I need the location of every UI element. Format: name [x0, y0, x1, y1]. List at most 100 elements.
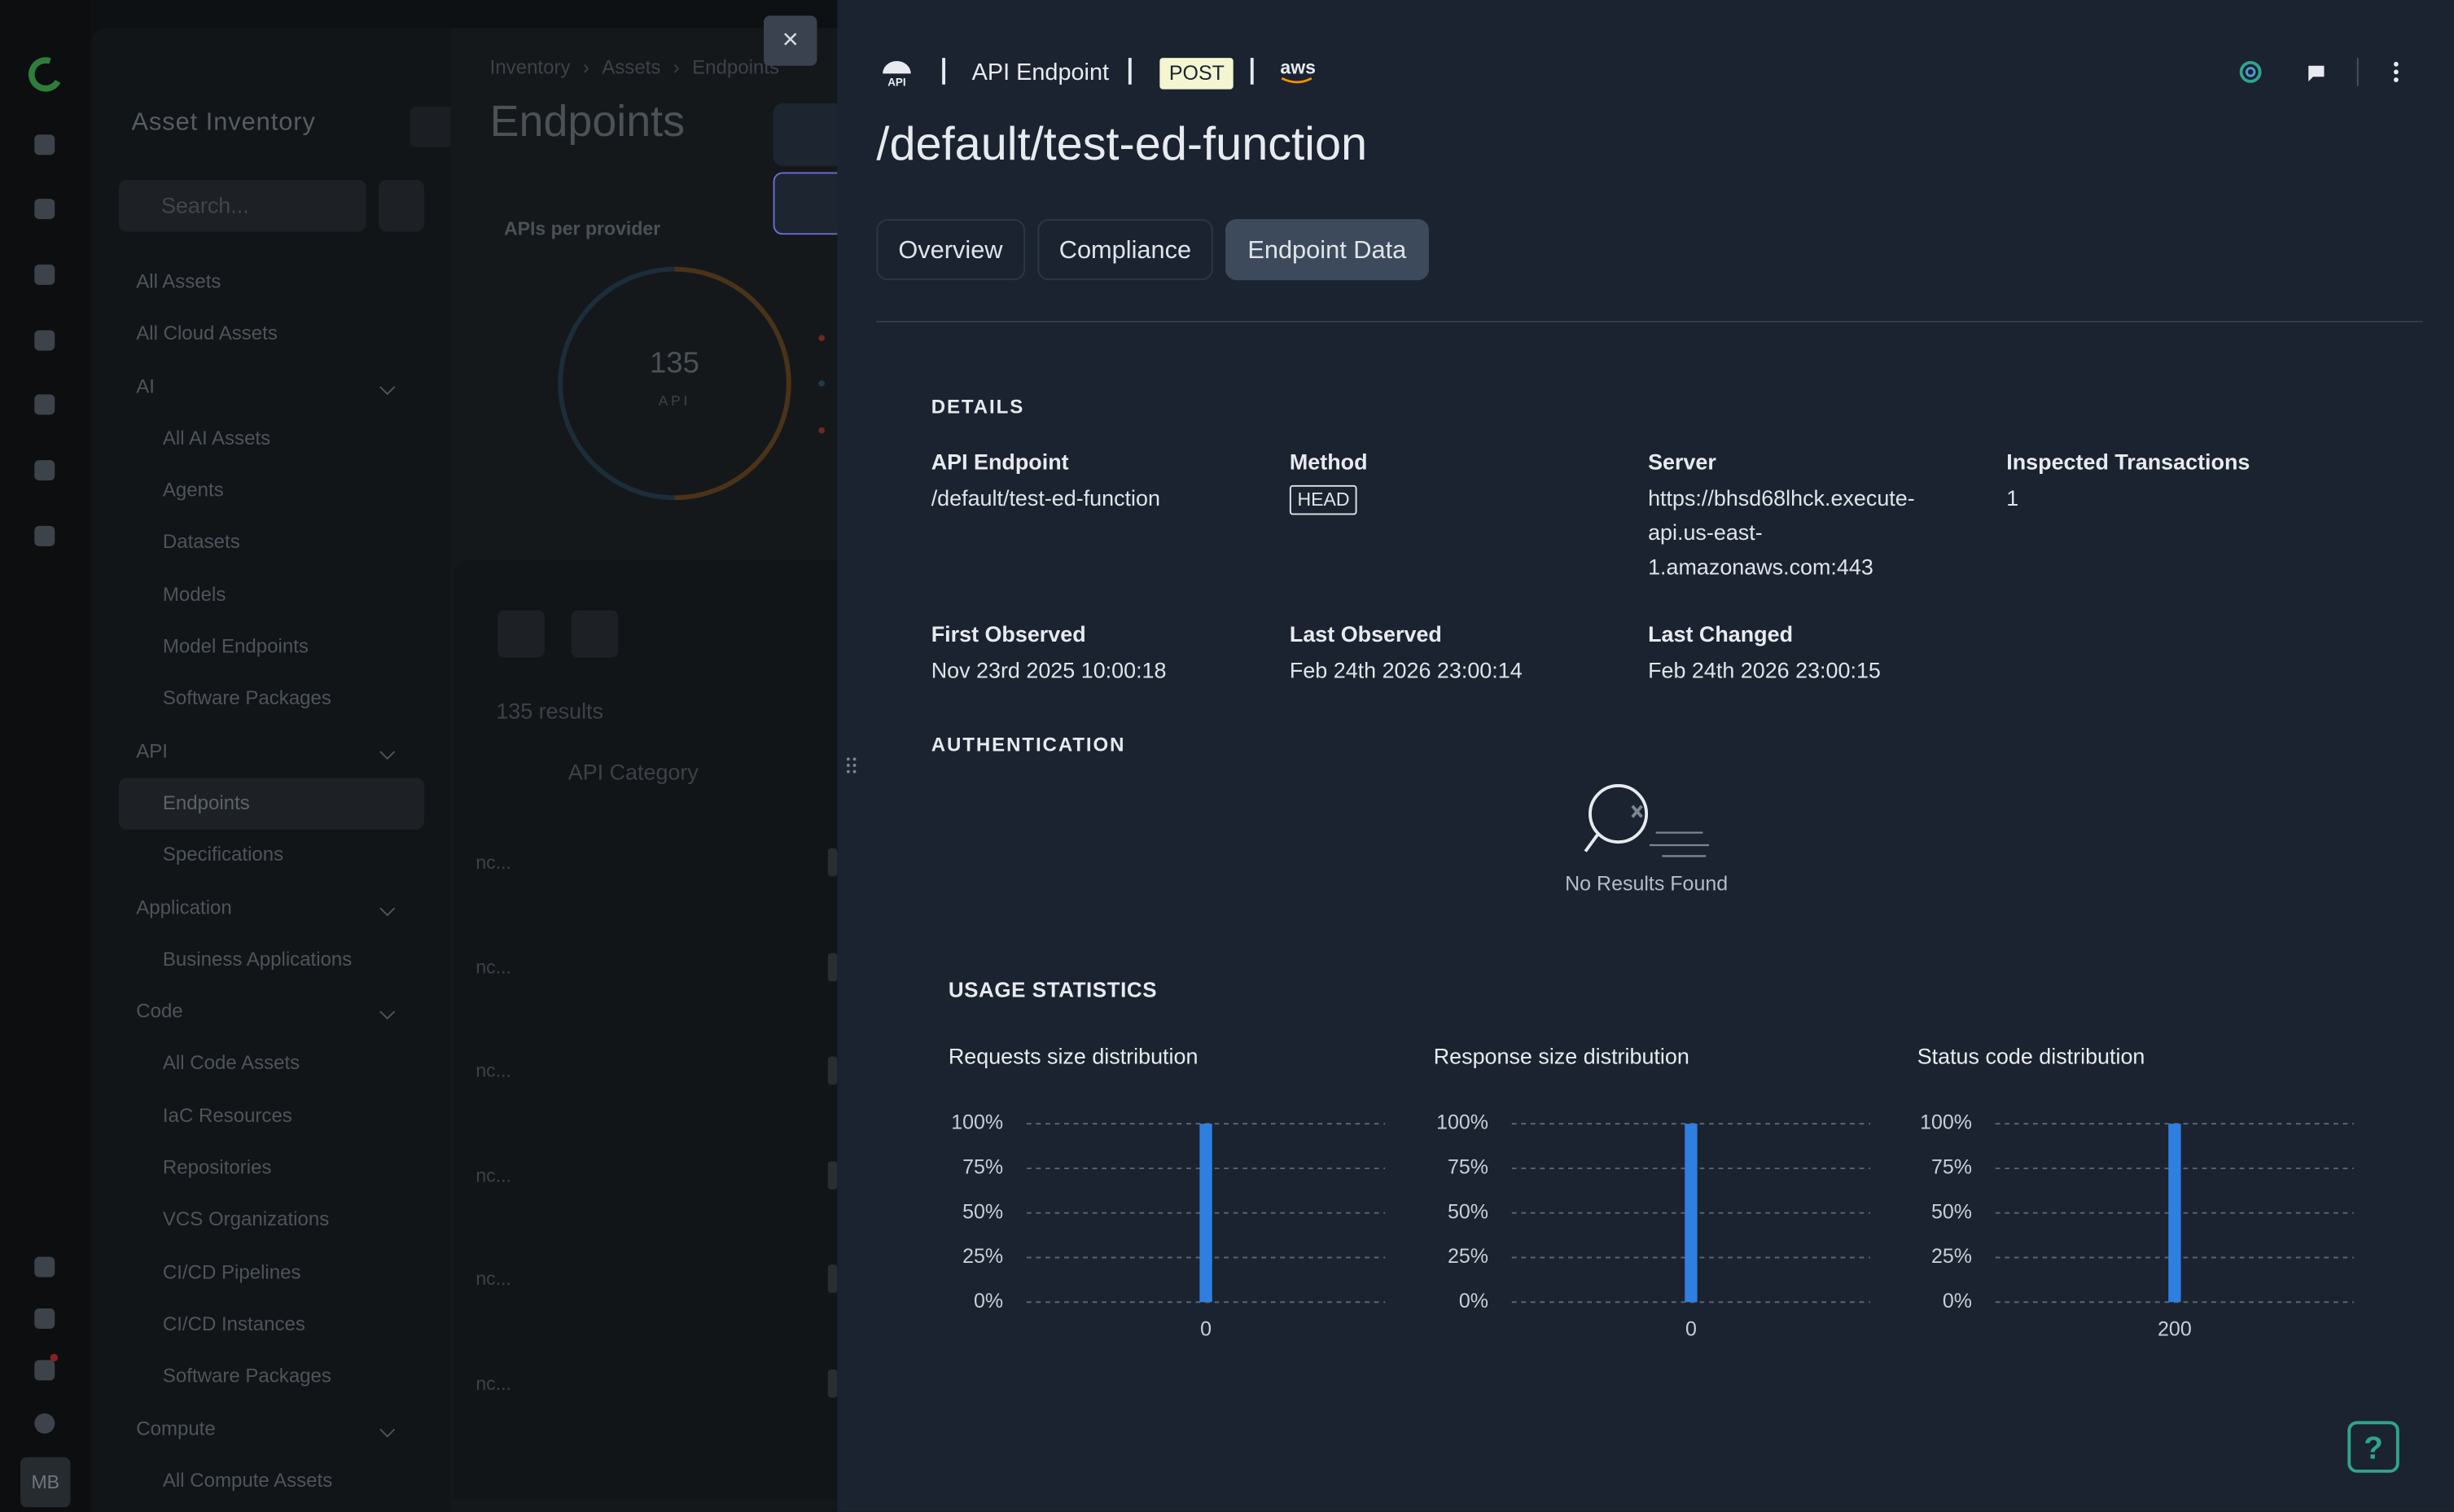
apps-icon[interactable] — [34, 1308, 55, 1329]
y-tick-label: 25% — [1932, 1245, 1973, 1268]
sidebar-subitem[interactable]: Model Endpoints — [162, 635, 309, 658]
y-tick-label: 100% — [1921, 1111, 1973, 1134]
breadcrumb: Inventory › Assets › Endpoints — [490, 56, 779, 78]
sidebar: Asset Inventory Search... All Assets All … — [90, 28, 454, 1512]
search-input[interactable]: Search... — [119, 180, 366, 232]
field-label: Last Observed — [1289, 621, 1442, 646]
breadcrumb-item[interactable]: Assets — [602, 56, 661, 79]
settings-icon[interactable] — [34, 1256, 55, 1278]
detail-field: API Endpoint/default/test-ed-function — [931, 449, 1290, 584]
row-cell — [827, 1264, 838, 1294]
tab[interactable]: Endpoint Data — [1225, 219, 1429, 281]
sidebar-item[interactable]: Compute — [119, 1403, 424, 1455]
nav-icon[interactable] — [34, 199, 55, 220]
sidebar-subitem[interactable]: IaC Resources — [162, 1104, 292, 1127]
sort-button[interactable] — [379, 180, 424, 232]
y-tick-label: 100% — [951, 1111, 1003, 1134]
field-value: Feb 24th 2026 23:00:15 — [1648, 653, 1953, 687]
chart: Response size distribution 0% 25% 50% 75% 100… — [1433, 1045, 1870, 1340]
tab[interactable]: Compliance — [1036, 219, 1214, 281]
sidebar-subitem[interactable]: Agents — [162, 479, 224, 502]
sidebar-label: All Cloud Assets — [136, 322, 278, 345]
field-value: Nov 23rd 2025 10:00:18 — [931, 653, 1237, 687]
menu-icon[interactable] — [2391, 61, 2401, 83]
nav-icon[interactable] — [34, 525, 55, 546]
value-badge: HEAD — [1289, 484, 1358, 515]
row-cell — [827, 1369, 838, 1398]
separator — [2356, 58, 2359, 86]
section-heading: AUTHENTICATION — [931, 734, 1126, 756]
y-tick-label: 75% — [962, 1156, 1003, 1179]
status-icon[interactable] — [2238, 59, 2263, 85]
row-text: nc... — [475, 1268, 511, 1291]
sidebar-item[interactable]: All Assets — [119, 256, 424, 309]
sidebar-subitem[interactable]: Software Packages — [162, 687, 331, 710]
sidebar-subitem[interactable]: CI/CD Instances — [162, 1313, 305, 1335]
field-label: API Endpoint — [931, 449, 1069, 475]
nav-icon[interactable] — [34, 330, 55, 351]
collapse-button[interactable] — [410, 106, 454, 147]
sidebar-item[interactable]: All Cloud Assets — [119, 309, 424, 361]
side-tab[interactable] — [773, 103, 838, 166]
sidebar-item[interactable]: AI — [119, 361, 424, 413]
sidebar-subitem[interactable]: Repositories — [162, 1156, 272, 1179]
row-text: nc... — [475, 1164, 511, 1186]
sidebar-item[interactable]: API — [119, 725, 424, 778]
y-tick-label: 50% — [1932, 1200, 1973, 1223]
detail-field: Last Observed Feb 24th 2026 23:00:14 — [1290, 621, 1648, 687]
row-cell — [827, 952, 838, 981]
sidebar-item[interactable]: Application — [119, 882, 424, 934]
help-icon[interactable] — [34, 1413, 55, 1434]
sidebar-subitem[interactable]: All Code Assets — [162, 1052, 300, 1075]
bar — [2168, 1124, 2182, 1303]
avatar[interactable]: MB — [20, 1457, 71, 1508]
tab[interactable]: Overview — [876, 219, 1025, 281]
nav-icon[interactable] — [34, 394, 55, 415]
separator — [942, 58, 946, 85]
sidebar-subitem[interactable]: Specifications — [162, 844, 284, 866]
filter-button[interactable] — [497, 610, 545, 658]
sidebar-subitem[interactable]: All AI Assets — [162, 427, 271, 449]
sidebar-subitem[interactable]: Software Packages — [162, 1365, 331, 1387]
x-tick-label: 200 — [2158, 1317, 2193, 1340]
sidebar-item[interactable]: Code — [119, 986, 424, 1038]
sidebar-subitem[interactable]: Models — [162, 583, 226, 606]
sidebar-subitem[interactable]: All Compute Assets — [162, 1469, 333, 1492]
row-text: nc... — [475, 1059, 511, 1082]
x-tick-label: 0 — [1685, 1317, 1696, 1340]
resize-handle[interactable] — [845, 756, 857, 774]
sidebar-label: Compute — [136, 1417, 216, 1440]
detail-panel: API API Endpoint POST aws /default/test-… — [837, 0, 2454, 1512]
help-button[interactable]: ? — [2347, 1421, 2399, 1473]
sidebar-subitem[interactable]: CI/CD Pipelines — [162, 1260, 301, 1283]
sidebar-subitem[interactable]: Business Applications — [162, 948, 353, 971]
sidebar-subitem[interactable]: Datasets — [162, 531, 240, 554]
divider — [876, 321, 2423, 322]
legend-dot — [818, 427, 825, 434]
provider-smile — [1281, 77, 1312, 84]
sidebar-subitem[interactable]: Endpoints — [119, 778, 424, 831]
sidebar-subitem[interactable]: VCS Organizations — [162, 1208, 330, 1231]
logo — [28, 57, 61, 92]
nav-icon[interactable] — [34, 460, 55, 481]
row-cell — [827, 848, 838, 877]
y-tick-label: 0% — [1458, 1290, 1488, 1313]
field-value: https://bhsd68lhck.execute-api.us-east-1… — [1648, 480, 1953, 584]
nav-rail: MB — [0, 0, 91, 1512]
more-button[interactable] — [571, 610, 619, 658]
nav-icon[interactable] — [34, 134, 55, 156]
comment-icon[interactable] — [2307, 64, 2325, 83]
sidebar-label: All Assets — [136, 270, 221, 293]
breadcrumb-item[interactable]: Inventory — [489, 56, 571, 79]
column-header: API Category — [567, 759, 699, 785]
field-label: Method — [1289, 449, 1368, 475]
chart-title: Response size distribution — [1433, 1045, 1689, 1069]
side-tab[interactable] — [773, 172, 838, 235]
close-button[interactable]: × — [764, 15, 817, 66]
empty-illustration — [1584, 784, 1710, 857]
x-tick-label: 0 — [1200, 1317, 1212, 1340]
nav-icon[interactable] — [34, 264, 55, 285]
notifications-icon[interactable] — [34, 1360, 55, 1381]
breadcrumb-separator: › — [673, 56, 680, 79]
